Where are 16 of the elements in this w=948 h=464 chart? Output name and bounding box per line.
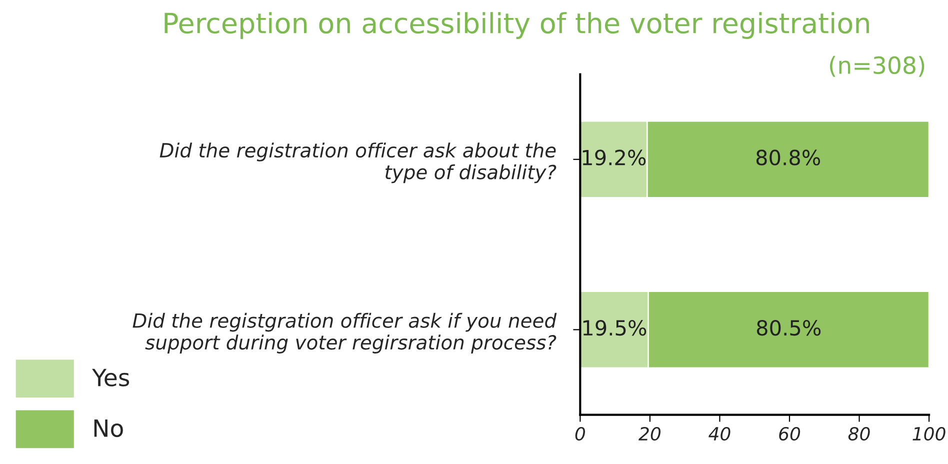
x-tick-label: 60 [779, 426, 800, 441]
chart-title: Perception on accessibility of the voter registration [164, 12, 869, 39]
data-label: 19.2% [582, 150, 646, 166]
data-label: 19.5% [583, 320, 646, 336]
data-label: 80.5% [756, 320, 821, 336]
x-tick-label: 80 [848, 426, 870, 441]
chart-subtitle: (n=308) [830, 56, 924, 77]
x-tick-label: 40 [708, 426, 730, 441]
x-tick-label: 20 [638, 426, 661, 441]
x-tick-label: 0 [575, 426, 586, 441]
x-tick-label: 100 [912, 426, 946, 441]
legend-label: No [94, 420, 123, 438]
y-tick-label: Did the registration officer ask about the type of disability? [160, 142, 556, 184]
y-tick-label: Did the registgration officer ask if you need support during voter regirsration process? [132, 312, 557, 354]
data-label: 80.8% [756, 150, 820, 166]
legend-label: Yes [92, 368, 130, 386]
